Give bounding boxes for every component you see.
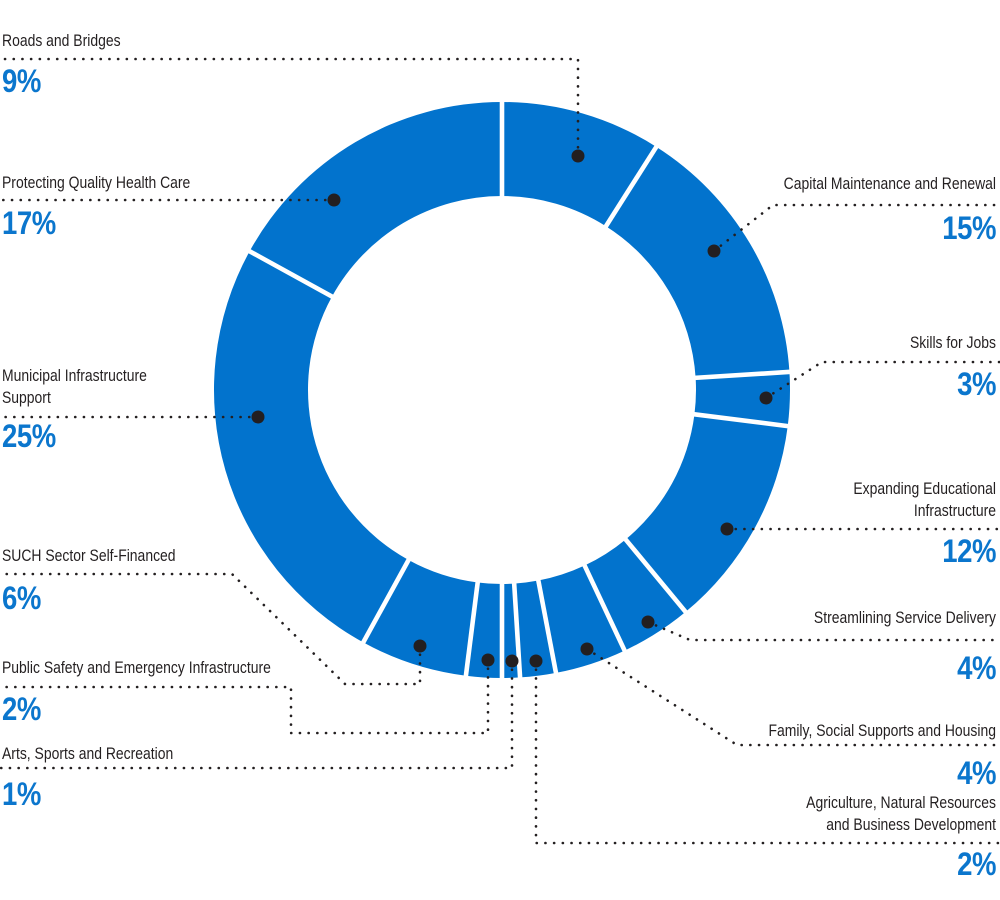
leader-line-such-sector-self-financed: [0, 572, 422, 686]
leader-dot-family-social-supports-and-housing: [580, 642, 594, 656]
callout-value: 25%: [2, 418, 56, 454]
callout-label: Arts, Sports and Recreation: [2, 744, 174, 763]
segment-gap: [621, 535, 690, 616]
segment-gap: [511, 580, 523, 681]
leader-line-public-safety-and-emergency-infrastructure: [0, 658, 490, 735]
leader-line-agriculture-natural-resources-and-business-development: [534, 659, 1000, 845]
leader-line-streamlining-service-delivery: [646, 620, 1000, 642]
callout-label: Municipal Infrastructure Support: [2, 366, 147, 407]
leader-dot-arts-sports-and-recreation: [505, 654, 519, 668]
segment-capital-maintenance-and-renewal: [605, 146, 790, 378]
callout-value: 2%: [2, 691, 41, 727]
callout-value: 3%: [957, 366, 996, 402]
leader-line-arts-sports-and-recreation: [0, 659, 514, 770]
segment-gap: [691, 411, 791, 429]
callout-label: Public Safety and Emergency Infrastructu…: [2, 658, 271, 677]
segment-protecting-quality-health-care: [249, 101, 502, 297]
segment-gap: [581, 561, 628, 655]
leader-dot-streamlining-service-delivery: [641, 615, 655, 629]
callout-value: 2%: [957, 846, 996, 882]
leader-line-capital-maintenance-and-renewal: [712, 203, 1000, 253]
callout-label: Capital Maintenance and Renewal: [783, 174, 996, 193]
segment-expanding-educational-infrastructure: [625, 414, 788, 612]
leader-dot-capital-maintenance-and-renewal: [707, 244, 721, 258]
segment-gap: [245, 247, 336, 301]
leader-dot-public-safety-and-emergency-infrastructure: [481, 653, 495, 667]
callout-value: 4%: [957, 650, 996, 686]
callout-label: Skills for Jobs: [910, 333, 996, 352]
leader-dot-expanding-educational-infrastructure: [720, 522, 734, 536]
callout-label: Roads and Bridges: [2, 31, 121, 50]
callout-value: 1%: [2, 776, 41, 812]
segment-gap: [535, 577, 559, 677]
callout-label: Agriculture, Natural Resources and Busin…: [806, 793, 996, 834]
callout-value: 6%: [2, 580, 41, 616]
segment-gap: [463, 579, 481, 679]
segment-skills-for-jobs: [694, 371, 790, 427]
segment-roads-and-bridges: [502, 102, 657, 227]
leader-dot-skills-for-jobs: [759, 391, 773, 405]
segment-gap: [692, 369, 793, 381]
leader-dot-protecting-quality-health-care: [327, 193, 341, 207]
callout-value: 9%: [2, 63, 41, 99]
segment-agriculture-natural-resources-and-business-development: [514, 580, 556, 678]
segment-family-social-supports-and-housing: [538, 565, 625, 673]
callout-label: Streamlining Service Delivery: [813, 608, 996, 627]
leader-dot-roads-and-bridges: [571, 149, 585, 163]
callout-value: 15%: [942, 210, 996, 246]
leader-line-roads-and-bridges: [0, 57, 580, 158]
segment-such-sector-self-financed: [363, 560, 478, 676]
segment-gap: [359, 556, 413, 647]
segment-streamlining-service-delivery: [584, 539, 686, 651]
leader-dot-such-sector-self-financed: [413, 639, 427, 653]
callout-value: 17%: [2, 205, 56, 241]
segment-gap: [602, 143, 660, 230]
callout-label: Protecting Quality Health Care: [2, 173, 191, 192]
callout-label: SUCH Sector Self-Financed: [2, 546, 176, 565]
callout-label: Expanding Educational Infrastructure: [853, 479, 996, 520]
callout-label: Family, Social Supports and Housing: [768, 721, 996, 740]
callout-value: 12%: [942, 533, 996, 569]
segment-municipal-infrastructure-support: [213, 251, 409, 643]
callout-value: 4%: [957, 755, 996, 791]
leader-dot-agriculture-natural-resources-and-business-development: [529, 654, 543, 668]
leader-dot-municipal-infrastructure-support: [251, 410, 265, 424]
